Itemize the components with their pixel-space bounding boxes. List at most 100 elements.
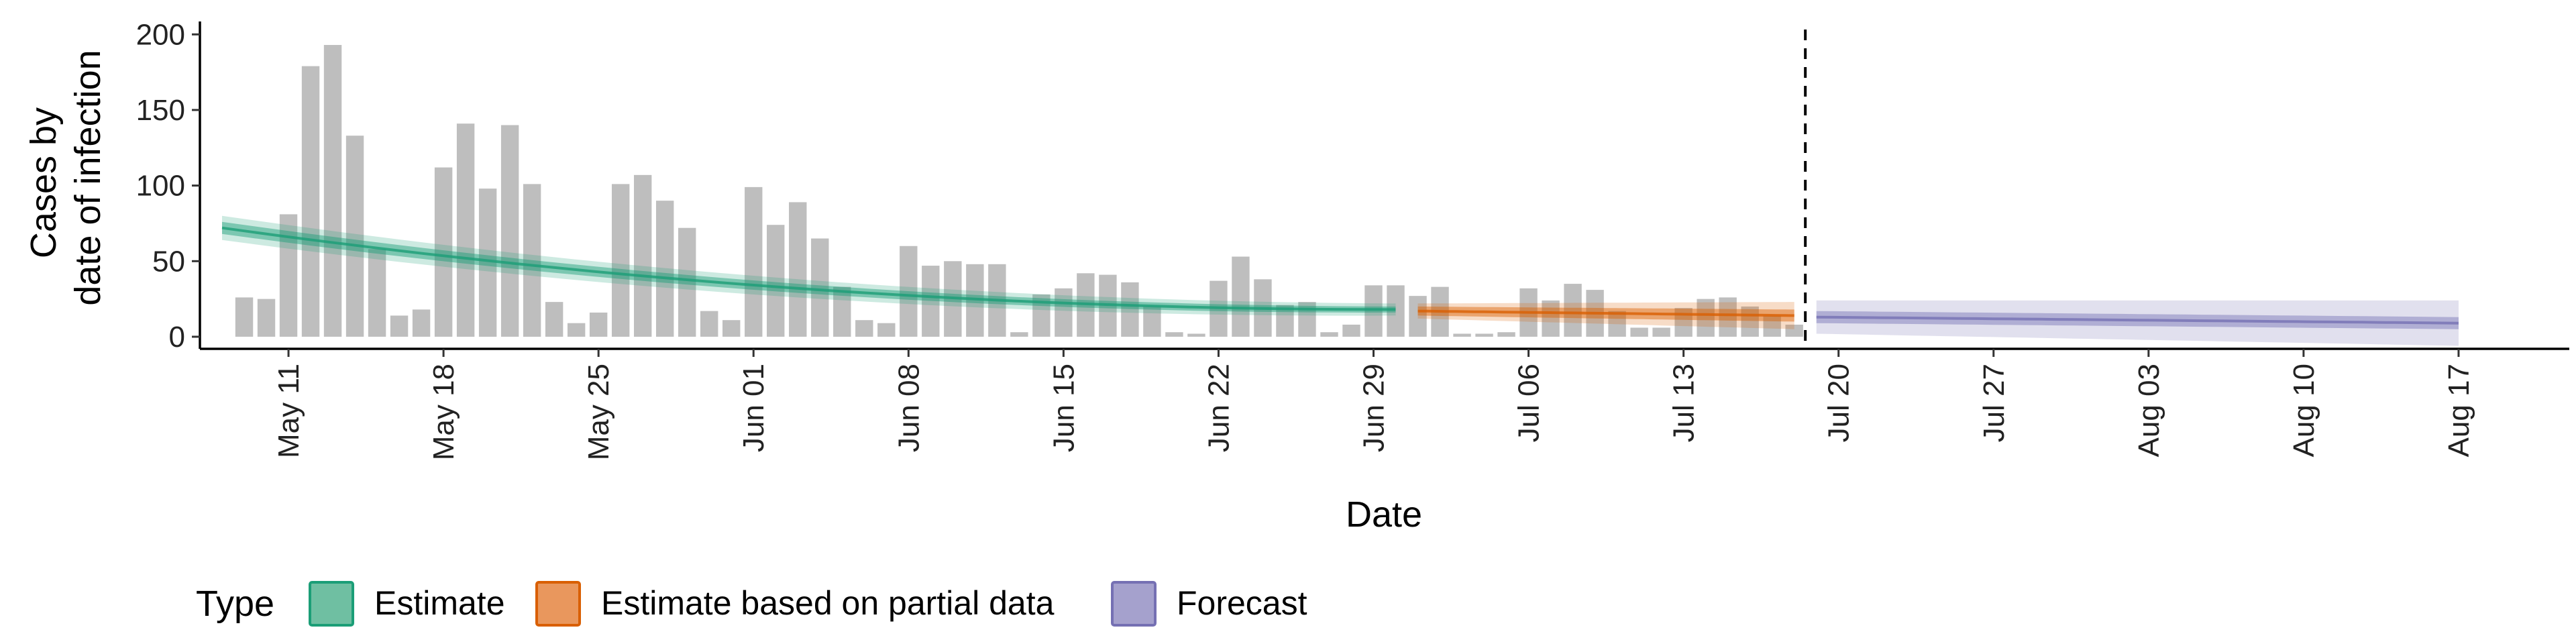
- bar: [900, 246, 918, 337]
- bar: [235, 297, 254, 337]
- bar: [1143, 306, 1161, 337]
- legend-label-estimate-partial: Estimate based on partial data: [601, 584, 1055, 622]
- bar: [745, 186, 763, 337]
- forecast-ribbon-outer: [1816, 300, 2459, 346]
- bar: [678, 227, 696, 337]
- bar: [368, 249, 386, 337]
- plot-area: [221, 30, 2459, 349]
- bar: [1674, 308, 1693, 337]
- bar: [279, 214, 298, 337]
- bar: [257, 299, 276, 337]
- x-tick-label: Jun 15: [1047, 364, 1080, 452]
- bar: [1475, 333, 1493, 337]
- axes: 0 50 100 150 200 May 11 May 18 May 25 Jun 01 Jun …: [136, 18, 2569, 460]
- y-tick-label: 150: [136, 94, 185, 127]
- bar: [1387, 285, 1405, 337]
- x-tick-label: May 18: [427, 364, 460, 460]
- bar: [1232, 256, 1250, 337]
- legend-key-forecast: [1111, 581, 1157, 627]
- bar: [1121, 282, 1139, 337]
- legend-key-estimate: [309, 581, 354, 627]
- legend-label-forecast: Forecast: [1177, 584, 1307, 622]
- bar: [767, 225, 785, 337]
- forecast-median-line: [1816, 315, 2459, 325]
- bar: [1276, 305, 1294, 337]
- bar: [1364, 285, 1383, 337]
- x-tick-label: Aug 17: [2443, 364, 2475, 457]
- bar: [301, 66, 320, 337]
- bar: [1697, 299, 1715, 337]
- legend-title: Type: [196, 584, 274, 624]
- bar: [700, 311, 718, 337]
- bar: [655, 201, 674, 337]
- bar: [833, 286, 851, 337]
- bar: [1342, 324, 1360, 337]
- bar: [633, 174, 652, 337]
- legend-label-estimate: Estimate: [374, 584, 505, 622]
- x-tick-label: May 25: [582, 364, 615, 460]
- bar: [1187, 333, 1205, 337]
- bar: [1719, 297, 1737, 337]
- bar: [1785, 324, 1803, 337]
- bar: [523, 184, 541, 337]
- x-tick-label: Aug 10: [2288, 364, 2320, 457]
- y-tick-label: 100: [136, 170, 185, 203]
- bar: [567, 323, 586, 337]
- bar: [478, 189, 497, 337]
- bar: [1608, 311, 1626, 337]
- x-tick-label: Jun 01: [737, 364, 770, 452]
- y-axis-title-line-2: date of infection: [68, 50, 108, 305]
- bar: [1497, 332, 1515, 337]
- x-tick-label: Aug 03: [2133, 364, 2165, 457]
- y-tick-label: 50: [152, 245, 185, 278]
- y-axis-title-line-1: Cases by: [23, 107, 64, 258]
- bar: [589, 312, 608, 337]
- estimate-median-line: [221, 226, 1396, 311]
- bar: [789, 202, 807, 337]
- estimate-ribbon-outer: [222, 215, 1396, 316]
- x-tick-label: Jul 13: [1668, 364, 1701, 442]
- x-tick-label: Jul 06: [1513, 364, 1546, 442]
- bar: [722, 320, 741, 337]
- estimate_partial-ribbon-outer: [1417, 302, 1794, 329]
- bar: [1741, 306, 1759, 337]
- bar: [1630, 327, 1648, 337]
- y-tick-label: 200: [136, 18, 185, 51]
- x-axis-title: Date: [1346, 494, 1422, 535]
- bar: [922, 266, 940, 337]
- bar: [855, 320, 873, 337]
- bar: [1409, 296, 1427, 337]
- bar: [456, 123, 475, 337]
- bar: [1564, 284, 1582, 337]
- bar: [1055, 288, 1073, 337]
- y-axis-title: Cases by date of infection: [23, 50, 108, 305]
- bar: [1010, 332, 1028, 337]
- y-tick-label: 0: [169, 321, 185, 354]
- bar: [1320, 332, 1338, 337]
- legend-key-estimate-partial: [535, 581, 581, 627]
- bar: [323, 45, 342, 337]
- x-tick-label: Jun 22: [1202, 364, 1235, 452]
- bar: [1165, 332, 1183, 337]
- x-tick-label: Jul 27: [1978, 364, 2010, 442]
- x-tick-label: Jun 29: [1358, 364, 1391, 452]
- bar: [500, 125, 519, 337]
- legend: Type Estimate Estimate based on partial …: [196, 581, 1307, 627]
- x-tick-label: Jun 08: [892, 364, 925, 452]
- bar: [1453, 333, 1471, 337]
- bar: [811, 238, 829, 337]
- bar: [877, 323, 896, 337]
- bar: [345, 136, 364, 337]
- estimate_partial-median-line: [1417, 309, 1794, 317]
- bar: [412, 309, 431, 337]
- bar: [434, 167, 453, 337]
- x-tick-label: May 11: [272, 364, 305, 458]
- bar: [1763, 315, 1781, 337]
- bar: [545, 302, 564, 337]
- bar: [1652, 327, 1670, 337]
- x-tick-label: Jul 20: [1823, 364, 1856, 442]
- bar: [390, 315, 409, 337]
- bar: [1542, 300, 1560, 337]
- bar: [611, 184, 630, 337]
